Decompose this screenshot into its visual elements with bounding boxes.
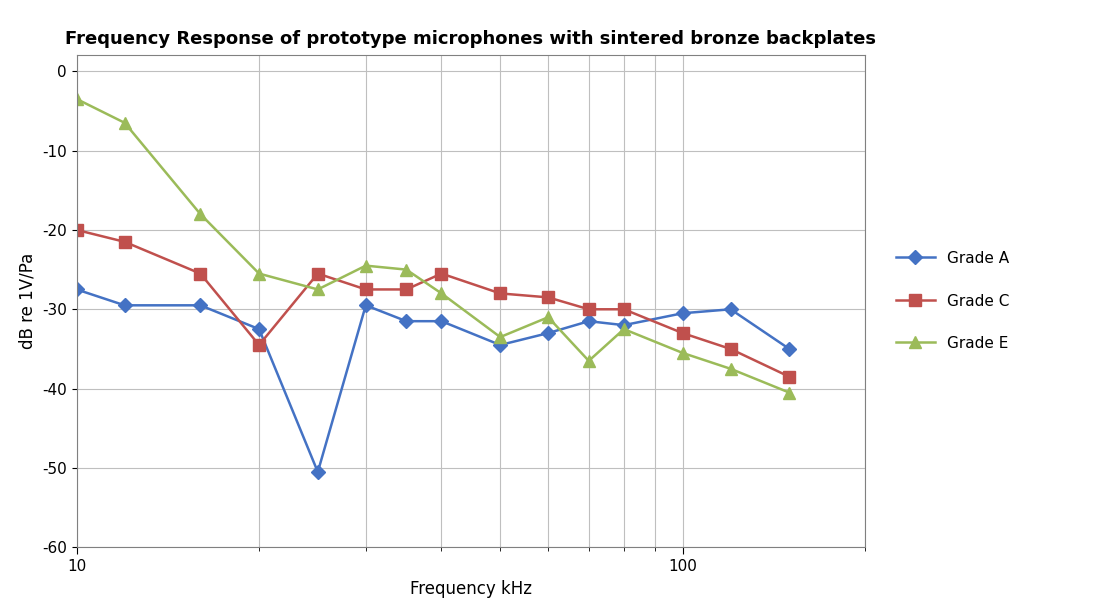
Title: Frequency Response of prototype microphones with sintered bronze backplates: Frequency Response of prototype micropho…	[66, 30, 876, 48]
Legend: Grade A, Grade C, Grade E: Grade A, Grade C, Grade E	[897, 252, 1010, 351]
Grade E	[311, 286, 324, 293]
Grade A	[311, 468, 324, 475]
Grade E	[194, 210, 207, 218]
Grade E	[70, 95, 83, 103]
Line: Grade C: Grade C	[71, 224, 795, 383]
Grade C	[400, 286, 413, 293]
Grade A	[70, 286, 83, 293]
Grade A	[194, 301, 207, 309]
Grade A	[618, 322, 631, 329]
Grade E	[542, 314, 555, 321]
Grade E	[583, 357, 596, 365]
Grade A	[724, 306, 737, 313]
Grade A	[676, 309, 689, 317]
Grade C	[253, 341, 266, 349]
Grade C	[311, 270, 324, 277]
Grade A	[253, 325, 266, 333]
Grade E	[435, 290, 448, 297]
X-axis label: Frequency kHz: Frequency kHz	[410, 580, 532, 598]
Grade A	[494, 341, 507, 349]
Grade A	[583, 317, 596, 325]
Grade E	[724, 365, 737, 373]
Grade E	[783, 389, 796, 396]
Grade E	[118, 119, 131, 127]
Grade A	[118, 301, 131, 309]
Grade C	[118, 238, 131, 245]
Grade C	[194, 270, 207, 277]
Grade C	[583, 306, 596, 313]
Grade A	[359, 301, 372, 309]
Grade E	[676, 349, 689, 357]
Grade A	[542, 330, 555, 337]
Grade E	[494, 333, 507, 341]
Grade E	[253, 270, 266, 277]
Grade C	[542, 294, 555, 301]
Grade C	[435, 270, 448, 277]
Grade E	[618, 325, 631, 333]
Grade C	[494, 290, 507, 297]
Y-axis label: dB re 1V/Pa: dB re 1V/Pa	[19, 253, 36, 349]
Grade C	[783, 373, 796, 381]
Grade A	[783, 345, 796, 352]
Grade C	[70, 226, 83, 234]
Line: Grade A: Grade A	[72, 285, 794, 477]
Grade C	[359, 286, 372, 293]
Grade C	[618, 306, 631, 313]
Grade E	[359, 262, 372, 269]
Grade C	[724, 345, 737, 352]
Line: Grade E: Grade E	[71, 93, 795, 398]
Grade A	[400, 317, 413, 325]
Grade C	[676, 330, 689, 337]
Grade E	[400, 266, 413, 273]
Grade A	[435, 317, 448, 325]
